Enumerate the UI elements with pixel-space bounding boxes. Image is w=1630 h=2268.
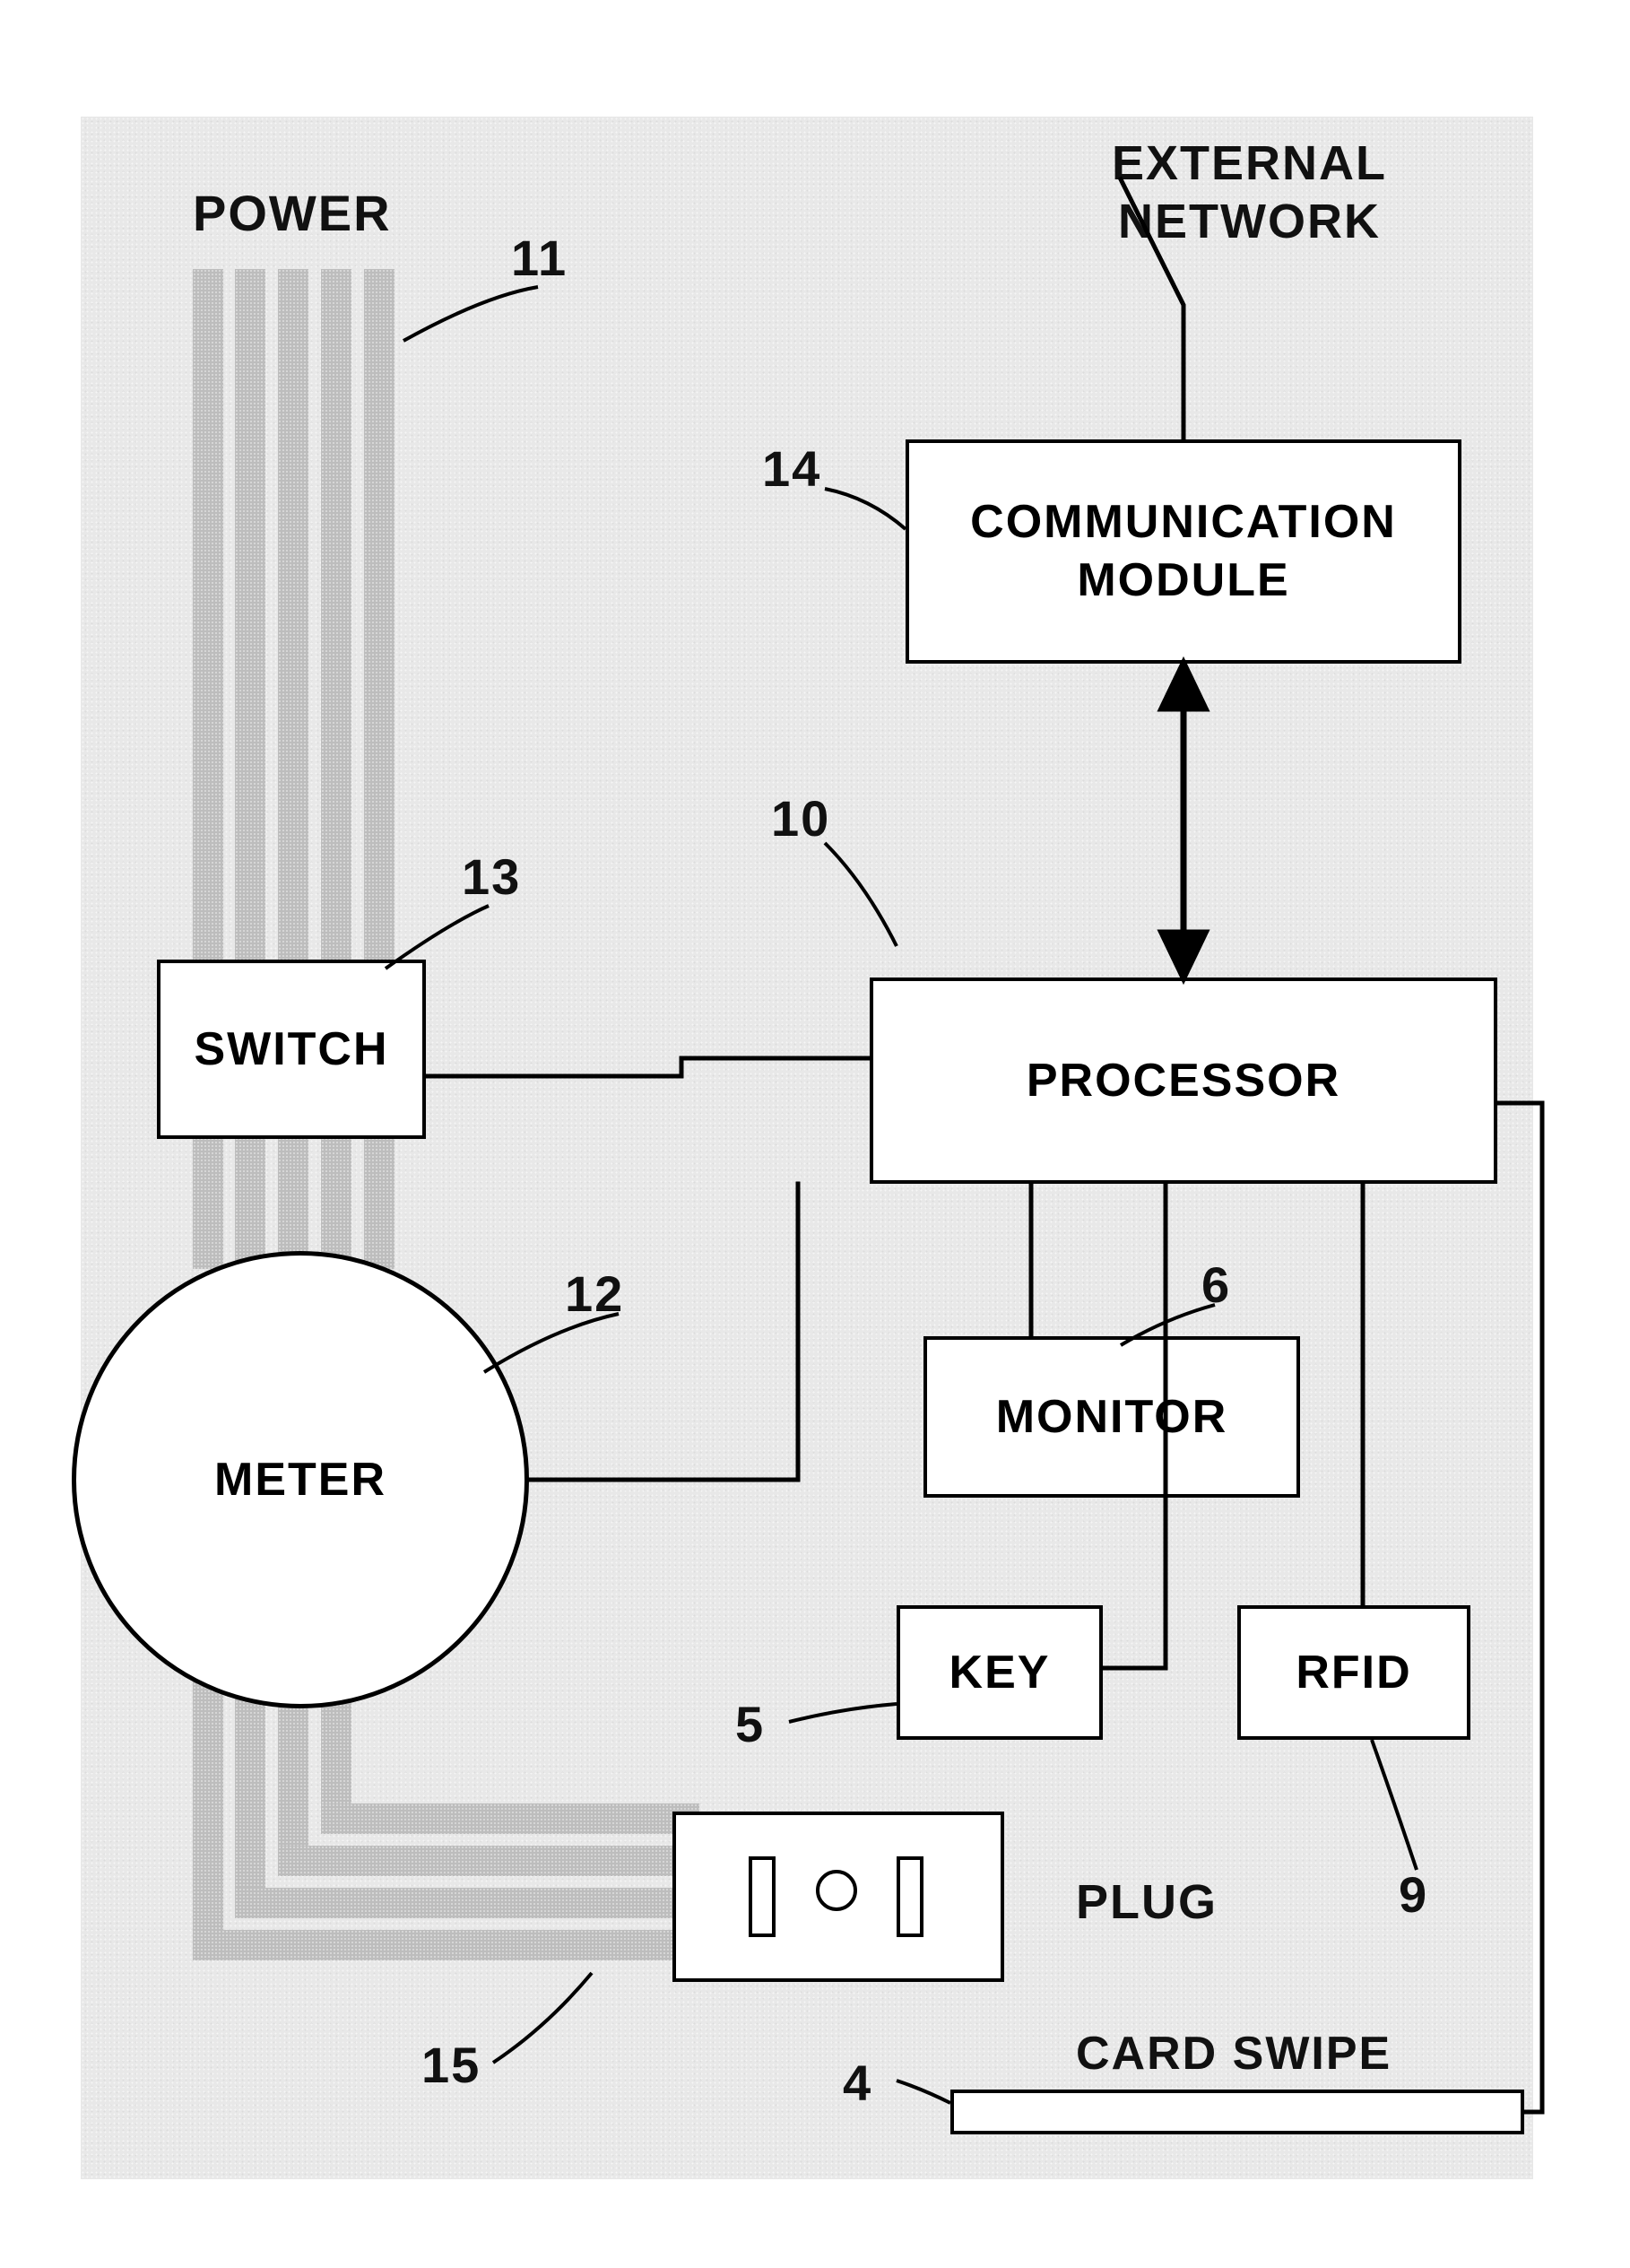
ref-11: 11 (511, 229, 568, 287)
ref-15: 15 (421, 2036, 481, 2094)
ref-9: 9 (1399, 1865, 1428, 1924)
monitor-box: MONITOR (923, 1336, 1300, 1498)
processor-box: PROCESSOR (870, 978, 1497, 1184)
ref-12: 12 (565, 1264, 624, 1323)
monitor-label: MONITOR (996, 1388, 1228, 1447)
power-label: POWER (193, 184, 392, 242)
meter-out-cable-v1 (193, 1668, 223, 1960)
plug-label: PLUG (1076, 1874, 1218, 1930)
meter-out-cable-h3 (278, 1846, 699, 1876)
meter-out-cable-h4 (321, 1803, 699, 1834)
meter-out-cable-h1 (193, 1930, 699, 1960)
external-network-label: EXTERNAL NETWORK (1112, 135, 1387, 251)
ref-6: 6 (1201, 1256, 1231, 1314)
meter-circle: METER (72, 1251, 529, 1708)
ref-10: 10 (771, 789, 830, 847)
card-swipe-bar (950, 2090, 1524, 2134)
card-swipe-label: CARD SWIPE (1076, 2027, 1392, 2081)
meter-out-cable-h2 (235, 1888, 699, 1918)
key-box: KEY (897, 1605, 1103, 1740)
ref-14: 14 (762, 439, 821, 498)
switch-label: SWITCH (194, 1021, 388, 1079)
diagram-canvas: COMMUNICATION MODULE PROCESSOR SWITCH MO… (0, 0, 1630, 2268)
ref-4: 4 (843, 2054, 872, 2112)
key-label: KEY (949, 1644, 1051, 1702)
ref-13: 13 (462, 847, 521, 906)
plug-slot-left (749, 1856, 776, 1937)
plug-ground-hole (816, 1870, 857, 1911)
rfid-box: RFID (1237, 1605, 1470, 1740)
plug-slot-right (897, 1856, 923, 1937)
rfid-label: RFID (1296, 1644, 1411, 1702)
communication-module-label: COMMUNICATION MODULE (909, 493, 1458, 610)
processor-label: PROCESSOR (1027, 1052, 1340, 1110)
meter-label: METER (214, 1453, 386, 1507)
ref-5: 5 (735, 1695, 765, 1753)
communication-module-box: COMMUNICATION MODULE (906, 439, 1461, 664)
meter-out-cable-v2 (235, 1668, 265, 1918)
switch-box: SWITCH (157, 960, 426, 1139)
